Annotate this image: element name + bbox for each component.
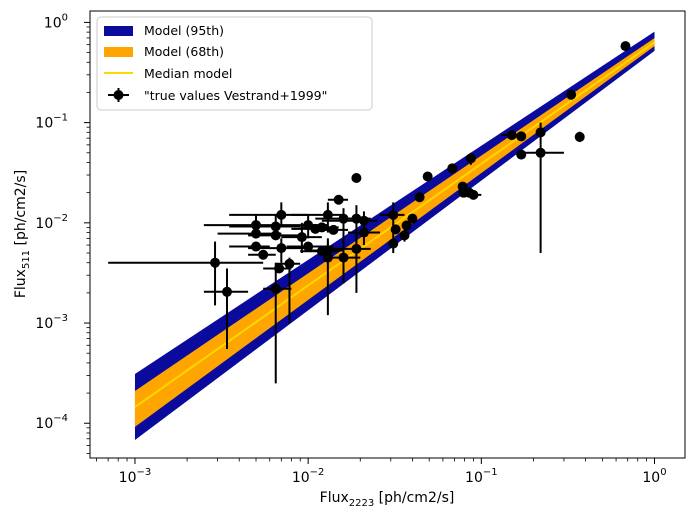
data-point — [274, 263, 285, 274]
data-point — [316, 246, 327, 257]
x-tick-label: 10−1 — [465, 467, 498, 486]
y-tick-label: 10−2 — [35, 213, 68, 232]
y-axis-ticks: 10−4 10−3 10−2 10−1 100 — [35, 12, 90, 454]
x-tick-label: 10−3 — [119, 467, 152, 486]
data-point — [303, 241, 314, 252]
data-point — [447, 163, 458, 174]
data-point — [222, 286, 233, 297]
data-point — [303, 220, 314, 231]
data-point — [284, 258, 295, 269]
legend-box — [96, 16, 373, 111]
legend-label-median: Median model — [144, 66, 232, 81]
data-point — [464, 187, 475, 198]
data-point — [399, 230, 410, 241]
data-point — [251, 241, 262, 252]
data-point — [516, 131, 527, 142]
y-tick-label: 10−3 — [35, 313, 68, 332]
data-point — [270, 230, 281, 241]
data-point — [322, 209, 333, 220]
x-axis-label: Flux2223 [ph/cm2/s] — [320, 490, 455, 509]
data-point — [388, 209, 399, 220]
data-point — [358, 215, 369, 226]
data-point — [388, 238, 399, 249]
y-tick-label: 10−4 — [35, 413, 68, 432]
x-axis-ticks: 10−3 10−2 10−1 100 — [96, 458, 667, 486]
data-point — [270, 283, 281, 294]
data-point — [333, 194, 344, 205]
y-tick-label: 100 — [44, 12, 68, 31]
data-point — [465, 153, 476, 164]
data-point — [535, 147, 546, 158]
plot-frame — [89, 10, 686, 459]
x-tick-label: 100 — [642, 467, 666, 486]
data-point — [351, 213, 362, 224]
legend-marker-dot — [113, 90, 124, 100]
data-point — [210, 257, 221, 268]
data-point — [506, 130, 517, 141]
data-point — [276, 243, 287, 254]
data-point — [251, 220, 262, 231]
legend-label-68: Model (68th) — [144, 44, 224, 59]
data-point — [276, 209, 287, 220]
x-tick-label: 10−2 — [292, 467, 325, 486]
data-point — [358, 227, 369, 238]
data-point — [574, 131, 585, 142]
legend-label-points: "true values Vestrand+1999" — [144, 88, 327, 103]
data-point — [390, 224, 401, 235]
legend: Model (95th) Model (68th) Median model "… — [96, 16, 373, 111]
data-point — [516, 149, 527, 160]
y-tick-label: 10−1 — [35, 113, 68, 132]
data-point — [351, 173, 362, 184]
data-point — [535, 127, 546, 138]
data-point — [407, 213, 418, 224]
data-point — [296, 232, 307, 243]
legend-label-95: Model (95th) — [144, 23, 224, 38]
data-point — [422, 171, 433, 182]
data-point — [566, 89, 577, 100]
data-point — [338, 252, 349, 263]
data-point — [270, 221, 281, 232]
legend-swatch-68 — [104, 47, 133, 57]
data-point — [258, 249, 269, 260]
data-point — [328, 224, 339, 235]
y-axis-label: Flux511 [ph/cm2/s] — [13, 170, 32, 298]
data-points — [210, 41, 631, 297]
data-point — [620, 41, 631, 52]
data-point — [338, 213, 349, 224]
data-point — [414, 192, 425, 203]
data-point — [322, 252, 333, 263]
data-point — [401, 220, 412, 231]
legend-swatch-95 — [104, 26, 133, 36]
data-point — [351, 243, 362, 254]
data-point — [251, 228, 262, 239]
